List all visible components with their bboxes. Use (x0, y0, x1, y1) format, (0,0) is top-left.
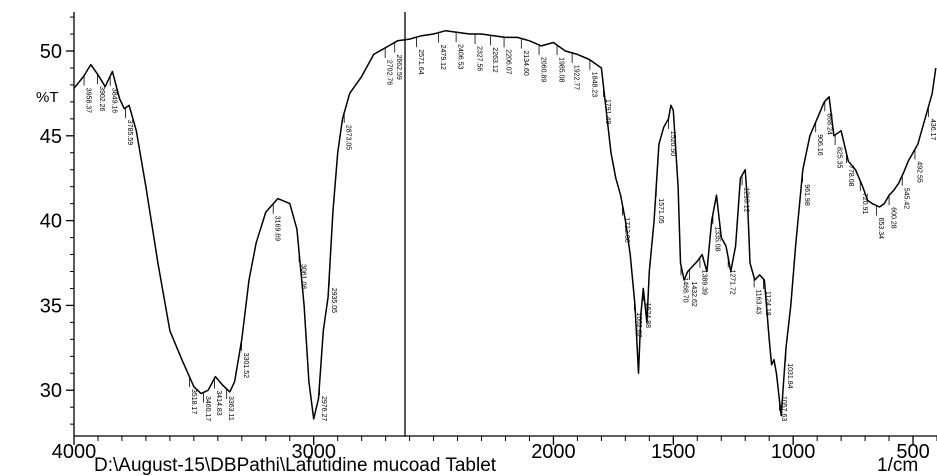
peak-label: 1432.62 (690, 282, 697, 307)
x-tick-label: 1000 (771, 441, 816, 463)
y-tick-label: 30 (40, 380, 62, 402)
y-tick-label: 50 (40, 41, 62, 63)
spectrum-line (73, 29, 937, 420)
peak-label: 3460.17 (204, 396, 211, 421)
x-tick-label: 1500 (651, 441, 696, 463)
peak-label: 2479.12 (439, 45, 446, 70)
peak-label: 825.35 (836, 147, 843, 169)
peak-label: 600.28 (890, 207, 897, 229)
peak-label: 3902.26 (98, 86, 105, 111)
peak-label: 2873.05 (345, 125, 352, 150)
peak-label: 2206.07 (505, 49, 512, 74)
plot-area (73, 12, 937, 437)
x-tick-label: 3000 (291, 441, 336, 463)
peak-label: 3785.59 (126, 120, 133, 145)
peak-label: 868.24 (825, 113, 832, 135)
peak-label: 2327.56 (476, 46, 483, 71)
y-tick-label: 35 (40, 295, 62, 317)
peak-label: 3301.52 (242, 353, 249, 378)
peak-label: 492.55 (915, 161, 922, 183)
x-tick-label: 500 (896, 441, 929, 463)
peak-label: 720.91 (861, 193, 868, 215)
peak-label: 1389.39 (700, 270, 707, 295)
peak-label: 2571.64 (417, 49, 424, 74)
peak-label: 3849.16 (111, 88, 118, 113)
y-axis-label: %T (36, 89, 59, 106)
y-axis-ticks: 30 35 40 45 50 (40, 16, 74, 425)
peak-label: 1922.77 (573, 65, 580, 90)
peak-label: 2702.76 (386, 60, 393, 85)
peak-label: 3414.83 (215, 390, 222, 415)
peak-label: 1213.12 (743, 187, 750, 212)
peak-label: 1624.88 (644, 303, 651, 328)
x-tick-label: 2000 (531, 441, 576, 463)
peak-label: 2976.27 (320, 396, 327, 421)
peak-label: 1031.84 (786, 363, 793, 388)
x-tick-label: 4000 (52, 441, 97, 463)
x-axis-ticks: 4000 3000 2000 1500 1000 500 (52, 436, 937, 463)
peak-label: 1057.63 (780, 396, 787, 421)
peak-label: 3518.17 (190, 389, 197, 414)
peak-label: 1124.18 (764, 291, 771, 316)
peak-label: 1468.70 (682, 277, 689, 302)
peak-label: 653.34 (877, 218, 884, 240)
peak-label: 3363.11 (227, 396, 234, 421)
series-layer (73, 29, 937, 420)
peak-label: 1712.06 (623, 217, 630, 242)
y-tick-label: 45 (40, 126, 62, 148)
peak-label: 3061.06 (300, 264, 307, 289)
peak-label: 906.16 (816, 134, 823, 156)
x-unit-label: 1/cm (877, 455, 918, 476)
peak-label: 1335.08 (713, 226, 720, 251)
peak-label: 2134.60 (522, 51, 529, 76)
peak-label: 436.17 (929, 119, 936, 141)
file-path-label: D:\August-15\DBPathi\Lafutidine mucoad T… (94, 455, 497, 476)
peak-label: 1662.82 (635, 312, 642, 337)
peak-label: 2060.89 (540, 57, 547, 82)
peak-label: 778.08 (847, 165, 854, 187)
peak-label: 1163.43 (755, 289, 762, 314)
peak-label: 3169.69 (274, 216, 281, 241)
peak-label: 2935.05 (330, 288, 337, 313)
peak-label: 1848.23 (590, 72, 597, 97)
peak-label: 961.98 (803, 184, 810, 206)
peak-label: 2406.53 (457, 44, 464, 69)
peak-label: 2662.59 (395, 55, 402, 80)
peak-label: 1791.49 (604, 99, 611, 124)
peak-label: 2263.12 (491, 47, 498, 72)
peak-labels: 3958.37 3902.26 3849.16 3785.59 3518.17 3460.… (83, 32, 936, 421)
peak-label: 1271.72 (729, 270, 736, 295)
peak-label: 1571.05 (657, 198, 664, 223)
peak-label: 1985.08 (558, 57, 565, 82)
peak-label: 545.42 (903, 188, 910, 210)
y-tick-label: 40 (40, 211, 62, 233)
peak-label: 1520.50 (669, 131, 676, 156)
peak-label: 3958.37 (85, 88, 92, 113)
